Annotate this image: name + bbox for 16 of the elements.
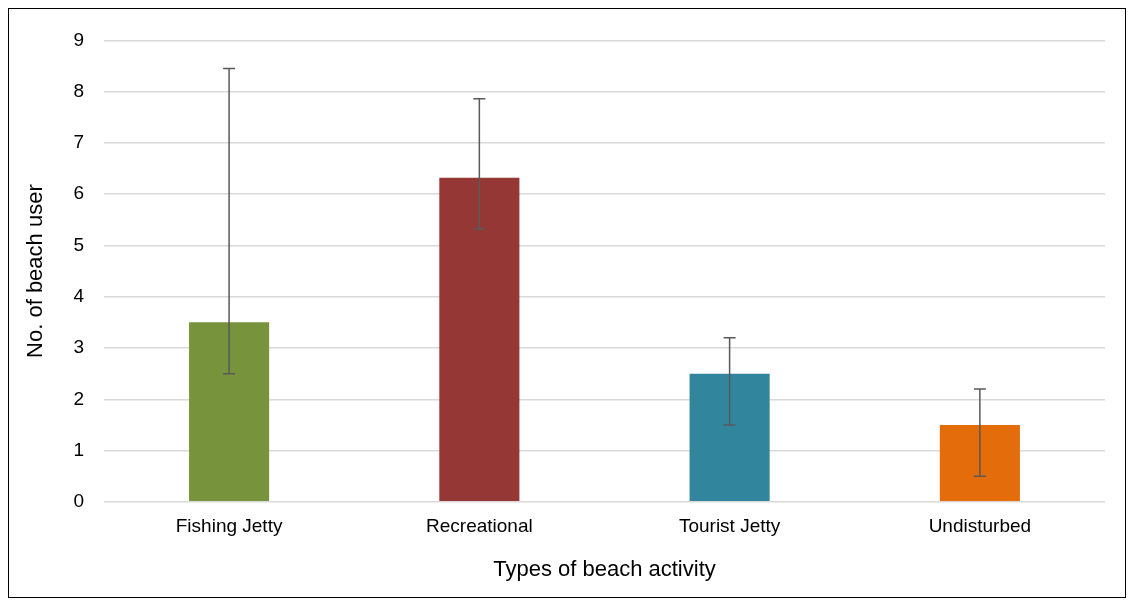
x-tick-label: Undisturbed [928, 515, 1032, 537]
x-tick-label: Fishing Jetty [175, 515, 283, 537]
y-tick-label: 3 [73, 336, 84, 358]
y-tick-label: 8 [73, 79, 84, 101]
y-tick-label: 0 [73, 490, 84, 512]
y-tick-label: 9 [73, 28, 84, 50]
x-axis-title: Types of beach activity [493, 555, 716, 581]
y-tick-label: 5 [73, 233, 84, 255]
y-tick-label: 4 [73, 284, 85, 306]
y-axis-title: No. of beach user [22, 184, 48, 358]
x-tick-label: Recreational [426, 515, 533, 537]
y-tick-label: 1 [73, 438, 84, 460]
y-tick-label: 2 [73, 387, 84, 409]
y-tick-label: 7 [73, 131, 84, 153]
x-tick-label: Tourist Jetty [678, 515, 781, 537]
y-tick-label: 6 [73, 182, 84, 204]
